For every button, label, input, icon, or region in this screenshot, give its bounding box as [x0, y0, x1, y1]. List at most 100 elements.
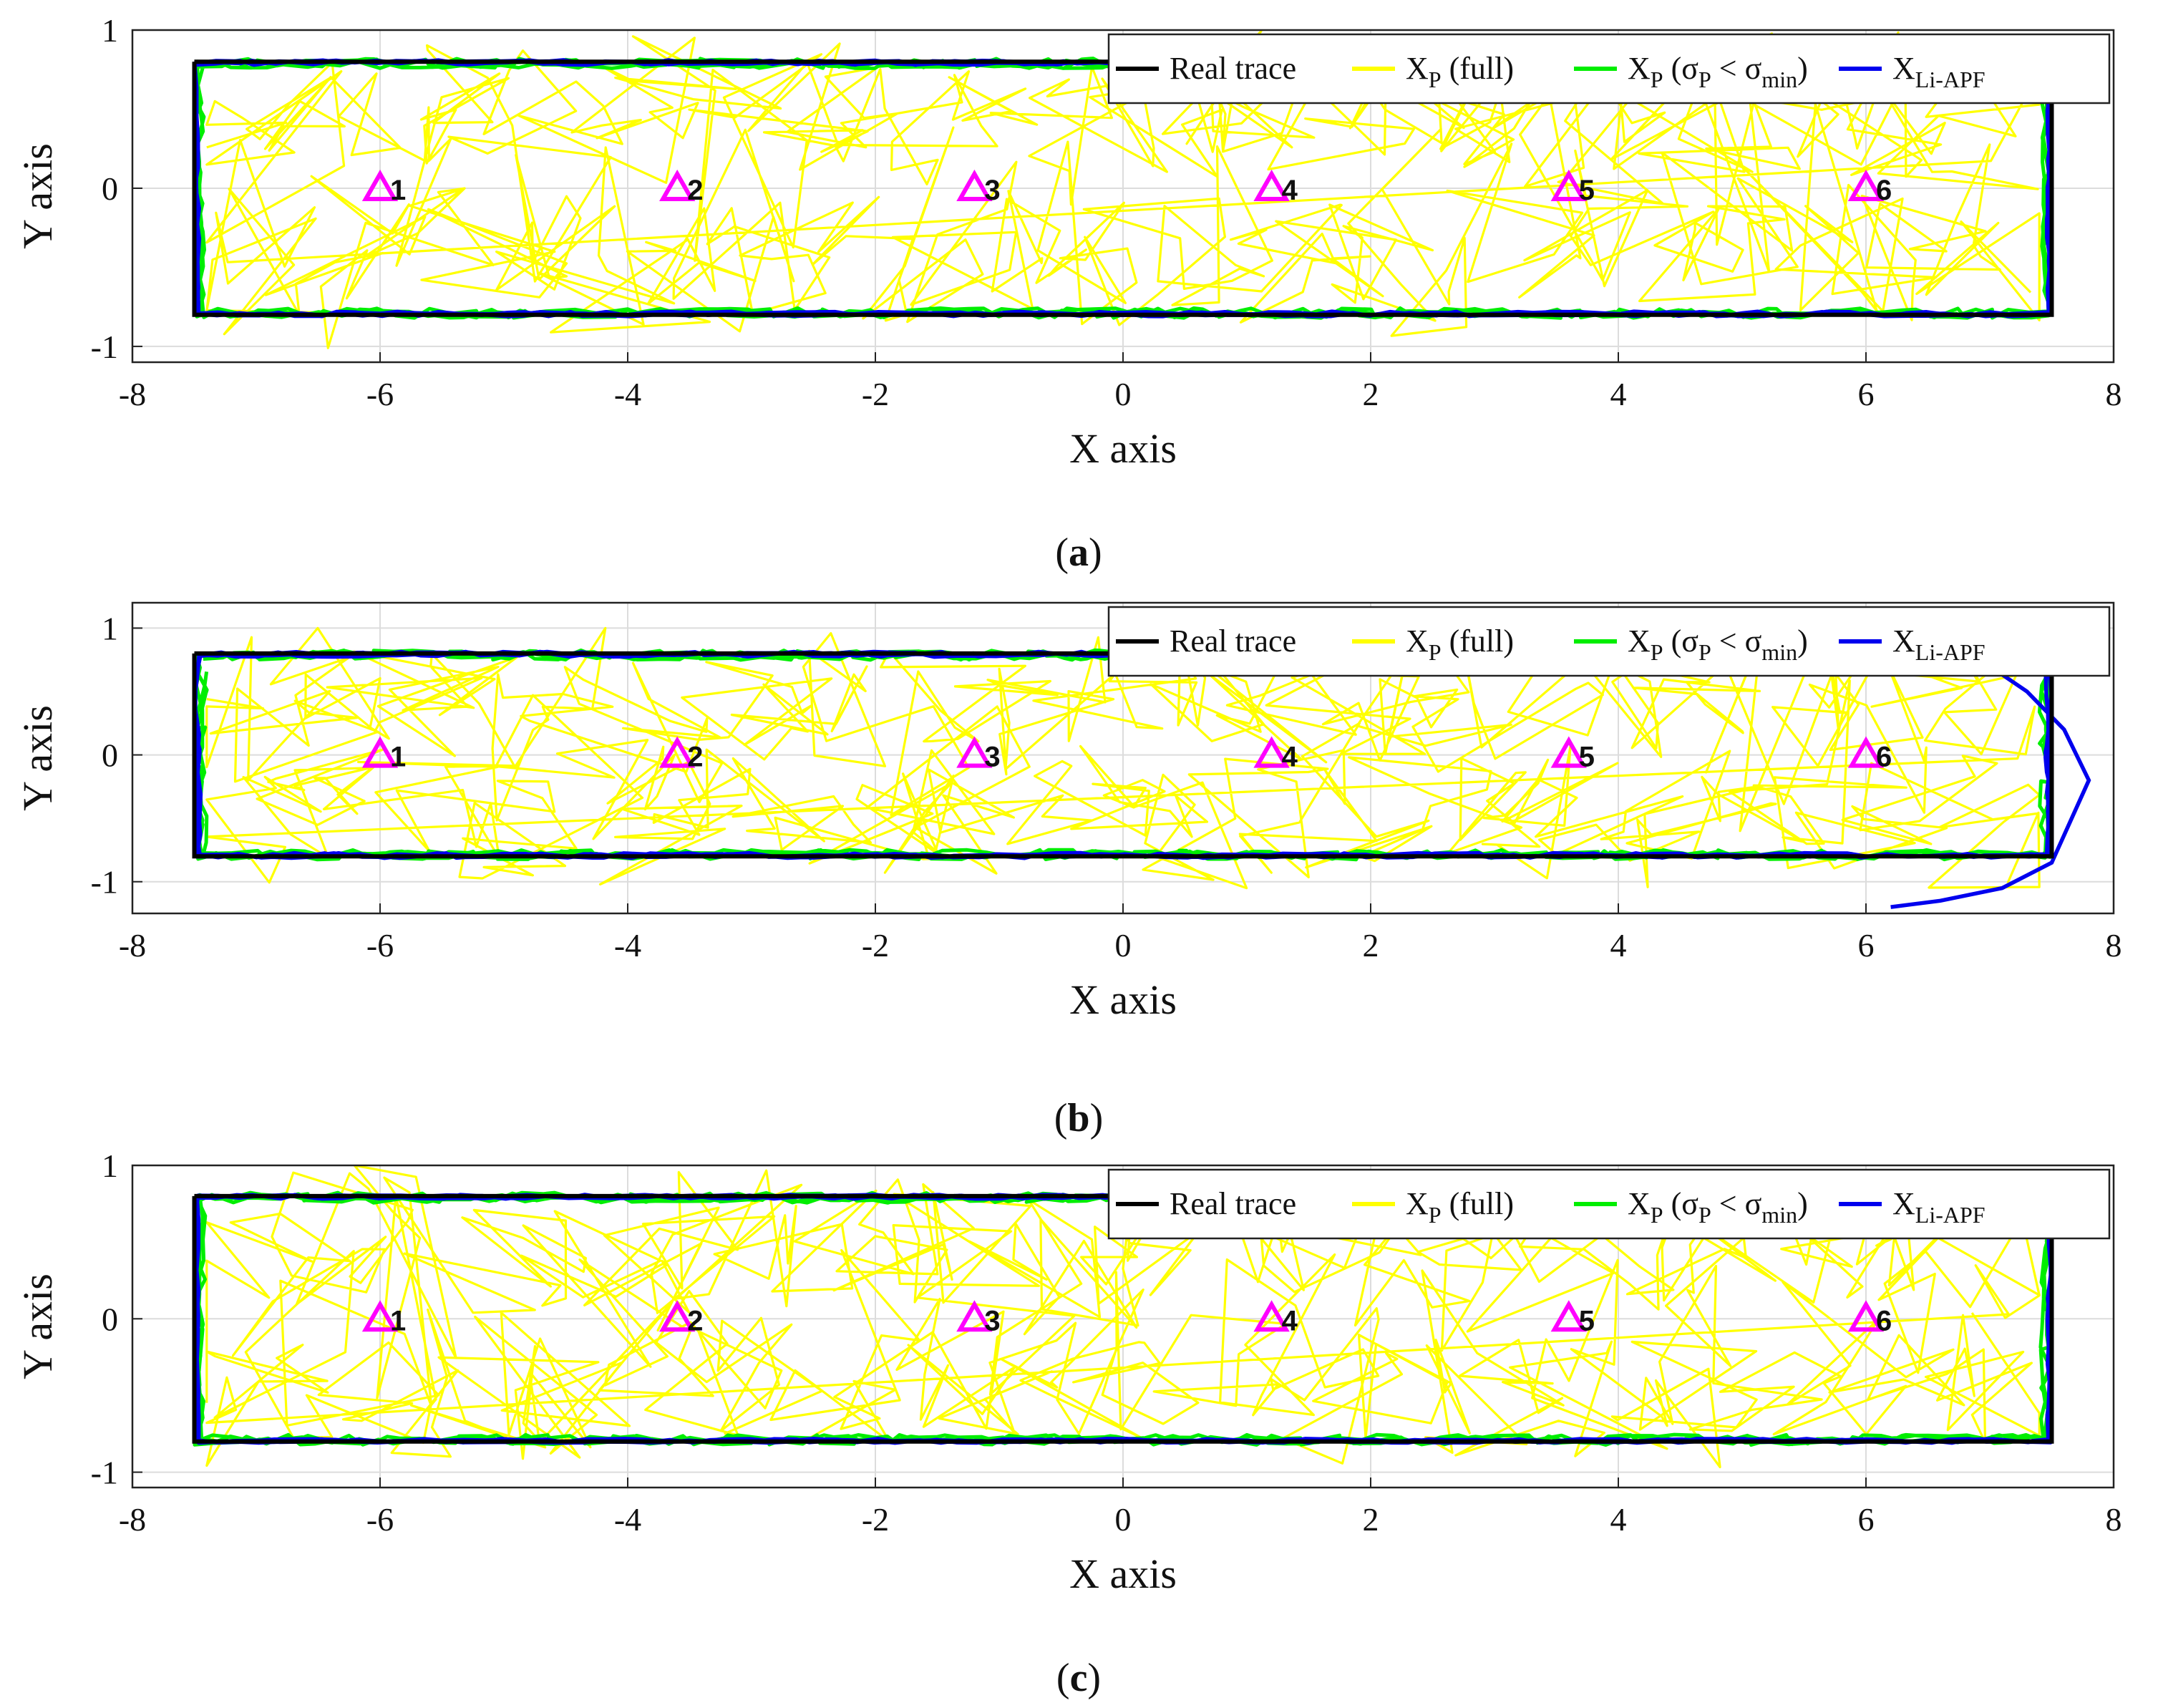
anchor-label-6: 6: [1876, 1305, 1892, 1336]
legend: Real trace XP (full) XP (σP < σmin) XLi-APF: [1107, 606, 2111, 677]
y-tick-label: 1: [102, 12, 118, 49]
y-tick-label: 0: [102, 170, 118, 207]
anchor-label-4: 4: [1282, 742, 1298, 773]
x-tick-label: -2: [862, 1501, 889, 1538]
anchor-triangle-6: [1847, 169, 1885, 201]
x-tick-label: -6: [366, 376, 394, 412]
x-tick-label: 4: [1610, 927, 1627, 964]
x-axis-label: X axis: [1069, 425, 1177, 472]
panel-caption: (b): [1054, 1096, 1103, 1140]
x-tick-label: 6: [1858, 1501, 1875, 1538]
x-tick-label: 2: [1363, 1501, 1379, 1538]
x-tick-label: -8: [119, 376, 146, 412]
series-xp-full: [205, 626, 2041, 890]
chart-panel-b: 1 2 3 4 5 6 -8 -6 -4 -2 0 2 4 6 8 -1 0 1 X axis Y axis (b) Re…: [14, 601, 2122, 1140]
x-tick-label: 6: [1858, 376, 1875, 412]
anchor-label-2: 2: [687, 742, 703, 773]
y-axis-label: Y axis: [14, 143, 61, 249]
panel-caption: (c): [1056, 1656, 1101, 1700]
y-tick-label: 1: [102, 610, 118, 646]
plot-area: [192, 1165, 2054, 1469]
anchor-triangle-2: [659, 736, 696, 768]
anchor-label-4: 4: [1282, 1305, 1298, 1336]
legend-entry-2: XP (σP < σmin): [1628, 623, 1808, 665]
x-tick-label: 8: [2106, 927, 2122, 964]
y-tick-label: -1: [91, 329, 118, 365]
anchor-triangle-4: [1253, 736, 1290, 768]
y-tick-label: -1: [91, 1455, 118, 1491]
anchor-triangle-5: [1550, 169, 1587, 201]
x-tick-label: 8: [2106, 1501, 2122, 1538]
anchor-triangle-2: [659, 1300, 696, 1332]
legend: Real trace XP (full) XP (σP < σmin) XLi-APF: [1107, 1168, 2111, 1240]
anchor-triangle-2: [659, 169, 696, 201]
legend-entry-2: XP (σP < σmin): [1628, 1186, 1808, 1228]
x-tick-label: 6: [1858, 927, 1875, 964]
anchor-label-1: 1: [390, 175, 406, 206]
x-tick-label: -2: [862, 927, 889, 964]
series-xp-full: [205, 30, 2041, 349]
anchor-triangle-3: [956, 169, 993, 201]
panel-caption: (a): [1055, 530, 1102, 575]
x-tick-label: -6: [366, 927, 394, 964]
legend-entry-0: Real trace: [1170, 51, 1296, 86]
anchor-label-6: 6: [1876, 175, 1892, 206]
anchor-triangle-1: [361, 736, 399, 768]
legend-entry-3: XLi-APF: [1892, 1186, 1986, 1228]
plot-area: [192, 30, 2054, 349]
x-tick-label: 2: [1363, 927, 1379, 964]
x-tick-label: 2: [1363, 376, 1379, 412]
chart-panel-a: 1 2 3 4 5 6 -8 -6 -4 -2 0 2 4 6 8 -1 0 1 X axis Y axis (a) Re…: [14, 12, 2122, 575]
legend-entry-3: XLi-APF: [1892, 623, 1986, 665]
legend-entry-3: XLi-APF: [1892, 51, 1986, 92]
anchor-triangle-6: [1847, 736, 1885, 768]
x-tick-label: 0: [1115, 1501, 1132, 1538]
legend-entry-1: XP (full): [1406, 51, 1514, 92]
legend-entry-2: XP (σP < σmin): [1628, 51, 1808, 92]
x-tick-label: 0: [1115, 927, 1132, 964]
anchor-label-4: 4: [1282, 175, 1298, 206]
x-tick-label: 0: [1115, 376, 1132, 412]
legend-entry-0: Real trace: [1170, 623, 1296, 659]
anchor-triangle-4: [1253, 169, 1290, 201]
anchor-label-2: 2: [687, 175, 703, 206]
x-axis-label: X axis: [1069, 976, 1177, 1023]
series-li-apf-excursion: [1890, 651, 2091, 909]
y-axis-label: Y axis: [14, 1273, 61, 1379]
anchor-label-3: 3: [984, 742, 1000, 773]
anchor-triangle-6: [1847, 1300, 1885, 1332]
series-xp-full: [205, 1165, 2041, 1469]
x-tick-label: -2: [862, 376, 889, 412]
anchor-label-2: 2: [687, 1305, 703, 1336]
anchor-label-3: 3: [984, 1305, 1000, 1336]
anchor-label-6: 6: [1876, 742, 1892, 773]
anchor-triangle-5: [1550, 1300, 1587, 1332]
x-tick-label: -6: [366, 1501, 394, 1538]
x-tick-label: 4: [1610, 1501, 1627, 1538]
anchor-label-1: 1: [390, 742, 406, 773]
legend-entry-1: XP (full): [1406, 1186, 1514, 1228]
x-tick-label: -8: [119, 1501, 146, 1538]
chart-panel-c: 1 2 3 4 5 6 -8 -6 -4 -2 0 2 4 6 8 -1 0 1 X axis Y axis (c) Re…: [14, 1147, 2122, 1700]
anchor-label-5: 5: [1579, 175, 1595, 206]
legend: Real trace XP (full) XP (σP < σmin) XLi-APF: [1107, 33, 2111, 105]
x-tick-label: -8: [119, 927, 146, 964]
anchor-triangle-4: [1253, 1300, 1290, 1332]
x-tick-label: 4: [1610, 376, 1627, 412]
anchor-triangle-3: [956, 1300, 993, 1332]
x-tick-label: 8: [2106, 376, 2122, 412]
anchor-triangle-3: [956, 736, 993, 768]
legend-entry-1: XP (full): [1406, 623, 1514, 665]
legend-entry-0: Real trace: [1170, 1186, 1296, 1221]
x-tick-label: -4: [614, 927, 641, 964]
anchor-label-1: 1: [390, 1305, 406, 1336]
x-tick-label: -4: [614, 1501, 641, 1538]
x-tick-label: -4: [614, 376, 641, 412]
anchor-triangle-1: [361, 1300, 399, 1332]
y-tick-label: -1: [91, 864, 118, 901]
anchor-label-5: 5: [1579, 1305, 1595, 1336]
y-tick-label: 0: [102, 737, 118, 774]
anchor-triangle-1: [361, 169, 399, 201]
y-tick-label: 1: [102, 1147, 118, 1184]
